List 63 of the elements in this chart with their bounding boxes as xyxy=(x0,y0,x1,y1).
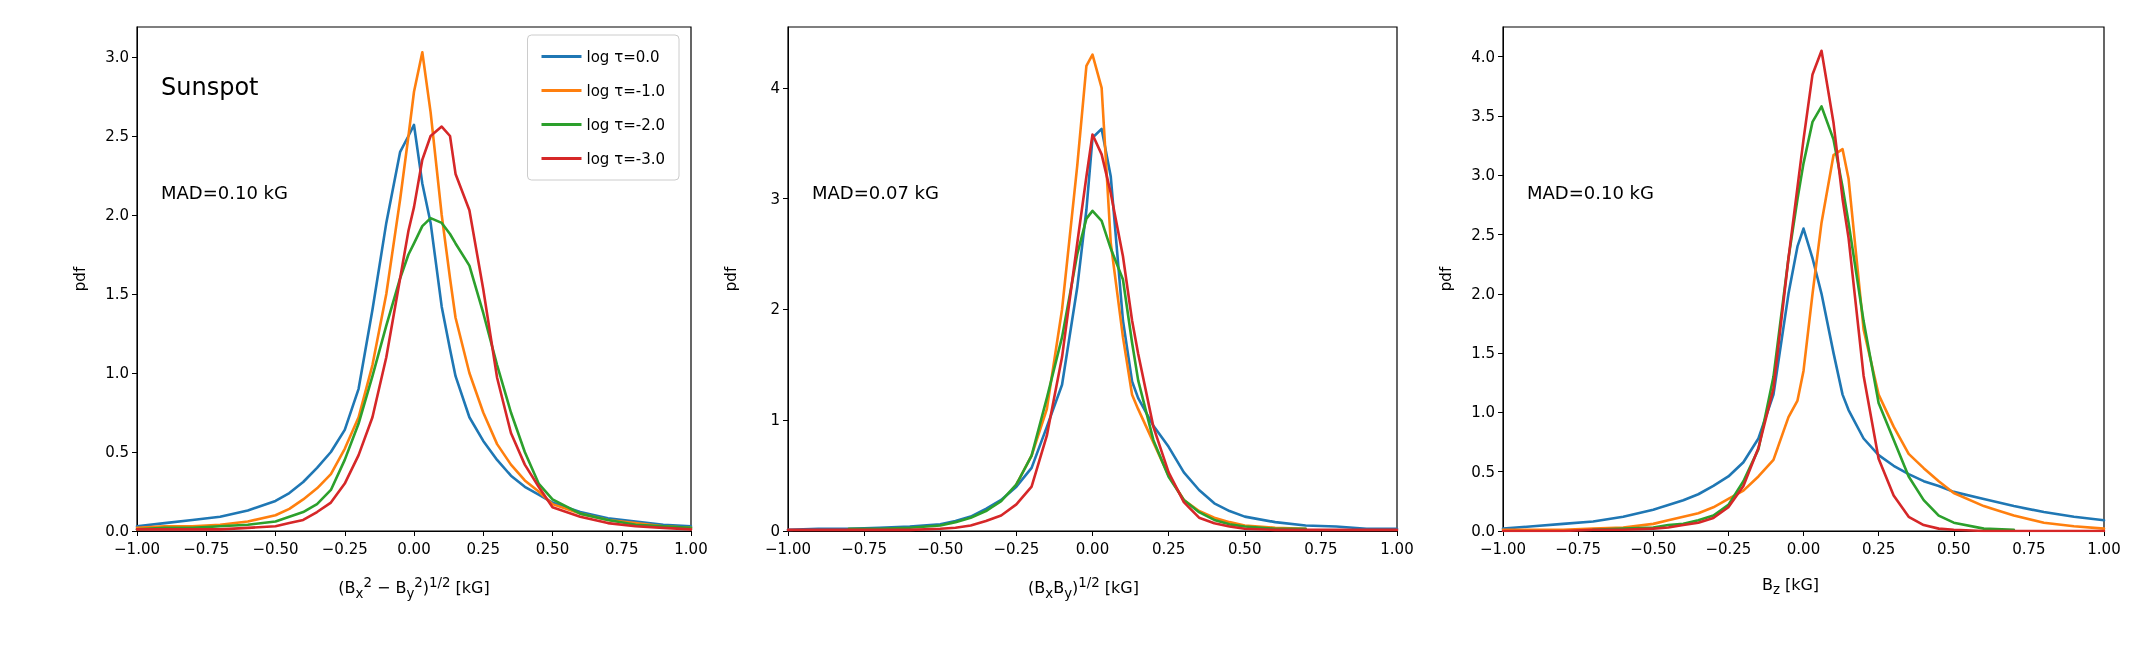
x-tick-label: 1.00 xyxy=(2087,539,2121,558)
x-tick-label: 1.00 xyxy=(674,539,708,558)
annotation: MAD=0.10 kG xyxy=(161,181,288,203)
x-tick-label: 0.25 xyxy=(1861,539,1896,558)
x-tick-label: 0.25 xyxy=(466,539,500,558)
x-tick-label: −0.75 xyxy=(183,539,230,558)
x-tick-label: −1.00 xyxy=(765,539,811,558)
legend-label: log τ=-3.0 xyxy=(586,149,666,168)
y-tick-label: 1.5 xyxy=(1471,344,1495,363)
y-tick-label: 0 xyxy=(770,522,780,540)
x-tick-label: 0.00 xyxy=(397,539,431,558)
x-tick-label: −0.75 xyxy=(1555,539,1602,558)
annotation: Sunspot xyxy=(161,73,259,101)
x-tick-label: −1.00 xyxy=(1480,539,1526,558)
x-tick-label: 0.50 xyxy=(1937,539,1971,558)
y-tick-label: 0.5 xyxy=(1471,462,1495,481)
x-tick-label: −1.00 xyxy=(114,539,160,558)
x-tick-label: −0.25 xyxy=(1705,539,1752,558)
y-tick-label: 2.0 xyxy=(1471,284,1495,303)
y-axis-title: pdf xyxy=(1436,266,1455,292)
x-tick-label: 0.75 xyxy=(1304,539,1338,558)
x-tick-label: −0.25 xyxy=(993,539,1040,558)
legend-label: log τ=-1.0 xyxy=(586,81,666,100)
y-tick-label: 0.5 xyxy=(105,443,129,461)
annotation: MAD=0.10 kG xyxy=(1527,181,1654,203)
y-tick-label: 3.5 xyxy=(1471,106,1495,125)
x-tick-label: 0.00 xyxy=(1786,539,1821,558)
y-tick-label: 3.0 xyxy=(105,48,129,67)
y-tick-label: 1.0 xyxy=(105,364,129,383)
y-tick-label: 1 xyxy=(770,411,780,430)
x-tick-label: −0.75 xyxy=(841,539,888,558)
y-tick-label: 1.0 xyxy=(1471,403,1495,422)
y-tick-label: 2.5 xyxy=(1471,225,1495,244)
x-tick-label: −0.50 xyxy=(252,539,299,558)
y-tick-label: 2 xyxy=(770,300,780,319)
y-axis-title: pdf xyxy=(70,266,89,292)
x-tick-label: 1.00 xyxy=(1380,539,1414,558)
y-tick-label: 4.0 xyxy=(1471,47,1495,66)
y-tick-label: 3.0 xyxy=(1471,166,1495,185)
y-tick-label: 2.5 xyxy=(105,127,129,146)
y-tick-label: 2.0 xyxy=(105,206,129,225)
y-tick-label: 0.0 xyxy=(105,522,129,540)
y-tick-label: 4 xyxy=(770,78,780,97)
x-tick-label: 0.25 xyxy=(1151,539,1186,558)
line-series xyxy=(847,209,1307,531)
x-tick-label: 0.75 xyxy=(605,539,639,558)
x-tick-label: 0.50 xyxy=(535,539,570,558)
x-tick-label: 0.50 xyxy=(1228,539,1262,558)
y-tick-label: 1.5 xyxy=(105,285,129,304)
x-tick-label: −0.25 xyxy=(321,539,368,558)
annotation: MAD=0.07 kG xyxy=(812,181,939,203)
legend-label: log τ=0.0 xyxy=(586,47,660,66)
x-tick-label: 0.00 xyxy=(1075,539,1110,558)
x-axis-title: B$_{z}$ [kG] xyxy=(1760,575,1821,598)
x-tick-label: −0.50 xyxy=(1630,539,1677,558)
legend-label: log τ=-2.0 xyxy=(586,115,666,134)
x-axis-title: (B$_{x}$B$_{y}$)$^{1/2}$ [kG] xyxy=(1027,575,1140,601)
y-tick-label: 3 xyxy=(770,189,780,208)
x-tick-label: −0.50 xyxy=(917,539,964,558)
x-tick-label: 0.75 xyxy=(2012,539,2046,558)
y-tick-label: 0.0 xyxy=(1471,522,1495,540)
y-axis-title: pdf xyxy=(721,266,740,292)
text: (B$_{x}$$^{2}$ − B$_{y}$$^{2}$)$^{1/2}$ [kG] xyxy=(338,575,490,601)
